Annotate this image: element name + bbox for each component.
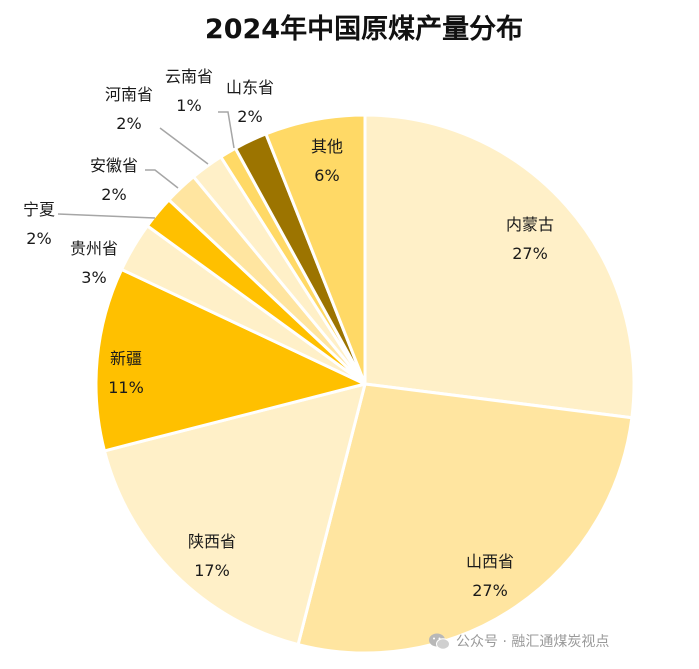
slice-name-label: 贵州省 (70, 239, 118, 258)
slice-name-label: 其他 (311, 137, 343, 156)
slice-labels: 内蒙古 27% 山西省 27% 陕西省 17% 新疆 11% 贵州省 3% 宁夏 2% 安徽省 2% 河南省… (23, 67, 554, 600)
slice-percent-label: 1% (176, 96, 201, 115)
slice-name-label: 山西省 (466, 552, 514, 571)
slice-3 (94, 267, 367, 453)
slice-name-label: 宁夏 (23, 200, 55, 219)
leader-line-8 (218, 111, 235, 149)
slice-percent-label: 17% (194, 561, 230, 580)
slice-name-label: 安徽省 (90, 156, 138, 175)
slice-percent-label: 2% (116, 114, 141, 133)
slice-name-label: 河南省 (105, 85, 153, 104)
wechat-icon (429, 633, 450, 650)
watermark-text: 公众号 · 融汇通煤炭视点 (456, 634, 609, 650)
slice-percent-label: 27% (512, 244, 548, 263)
watermark: 公众号 · 融汇通煤炭视点 (429, 633, 609, 650)
slice-percent-label: 3% (81, 268, 106, 287)
slice-percent-label: 11% (108, 378, 144, 397)
leader-line-6 (145, 169, 179, 189)
slice-name-label: 陕西省 (188, 532, 236, 551)
slice-2 (102, 382, 367, 647)
pie-slices (94, 113, 636, 655)
slice-0 (363, 113, 636, 420)
slice-1 (296, 382, 634, 655)
slice-percent-label: 27% (472, 581, 508, 600)
slice-10 (264, 113, 367, 386)
leader-lines (57, 111, 235, 219)
chart-title: 2024年中国原煤产量分布 (205, 13, 523, 45)
slice-name-label: 内蒙古 (506, 215, 554, 234)
leader-line-7 (159, 127, 209, 165)
slice-percent-label: 6% (314, 166, 339, 185)
slice-name-label: 山东省 (226, 78, 274, 97)
slice-percent-label: 2% (237, 107, 262, 126)
slice-name-label: 新疆 (110, 349, 142, 368)
slice-percent-label: 2% (26, 229, 51, 248)
slice-percent-label: 2% (101, 185, 126, 204)
leader-line-5 (57, 213, 156, 219)
slice-name-label: 云南省 (165, 67, 213, 86)
